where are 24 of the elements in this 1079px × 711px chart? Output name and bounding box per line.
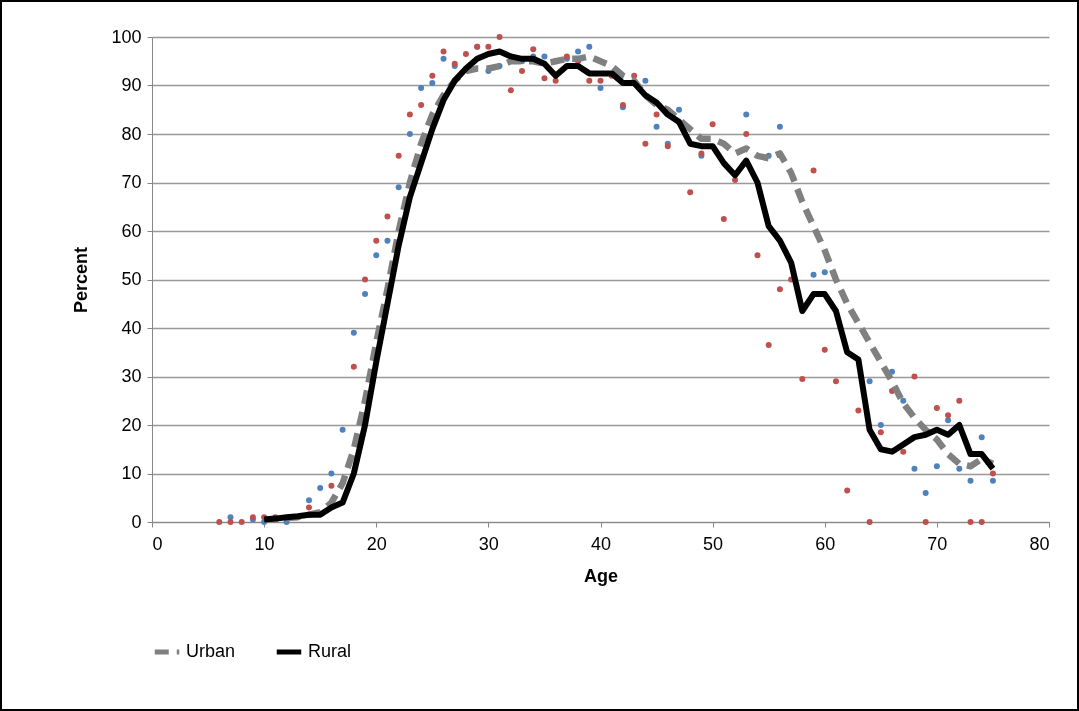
x-tick-label: 20 bbox=[366, 533, 387, 554]
x-axis-title: Age bbox=[583, 565, 619, 586]
y-tick-label: 40 bbox=[121, 317, 142, 338]
x-tick-label: 80 bbox=[1029, 533, 1050, 554]
legend-label: Urban bbox=[186, 641, 236, 661]
y-axis-title: Percent bbox=[71, 246, 92, 314]
x-tick-label: 70 bbox=[927, 533, 948, 554]
y-tick-label: 10 bbox=[121, 463, 142, 483]
x-tick-label: 60 bbox=[815, 533, 836, 554]
y-tick-label: 0 bbox=[131, 511, 142, 532]
y-tick-label: 50 bbox=[121, 269, 142, 289]
y-tick-label: 30 bbox=[121, 366, 142, 386]
y-tick-label: 80 bbox=[121, 123, 142, 144]
y-tick-label: 60 bbox=[121, 220, 142, 241]
x-tick-label: 0 bbox=[152, 533, 163, 554]
y-tick-label: 100 bbox=[111, 26, 142, 47]
x-tick-label: 40 bbox=[590, 533, 612, 554]
y-tick-label: 90 bbox=[121, 75, 142, 95]
y-tick-label: 70 bbox=[121, 172, 142, 192]
y-tick-label: 20 bbox=[121, 414, 142, 435]
legend-label: Rural bbox=[308, 641, 352, 661]
x-tick-label: 30 bbox=[478, 533, 499, 554]
x-tick-label: 10 bbox=[254, 533, 275, 554]
x-tick-label: 50 bbox=[703, 533, 724, 554]
